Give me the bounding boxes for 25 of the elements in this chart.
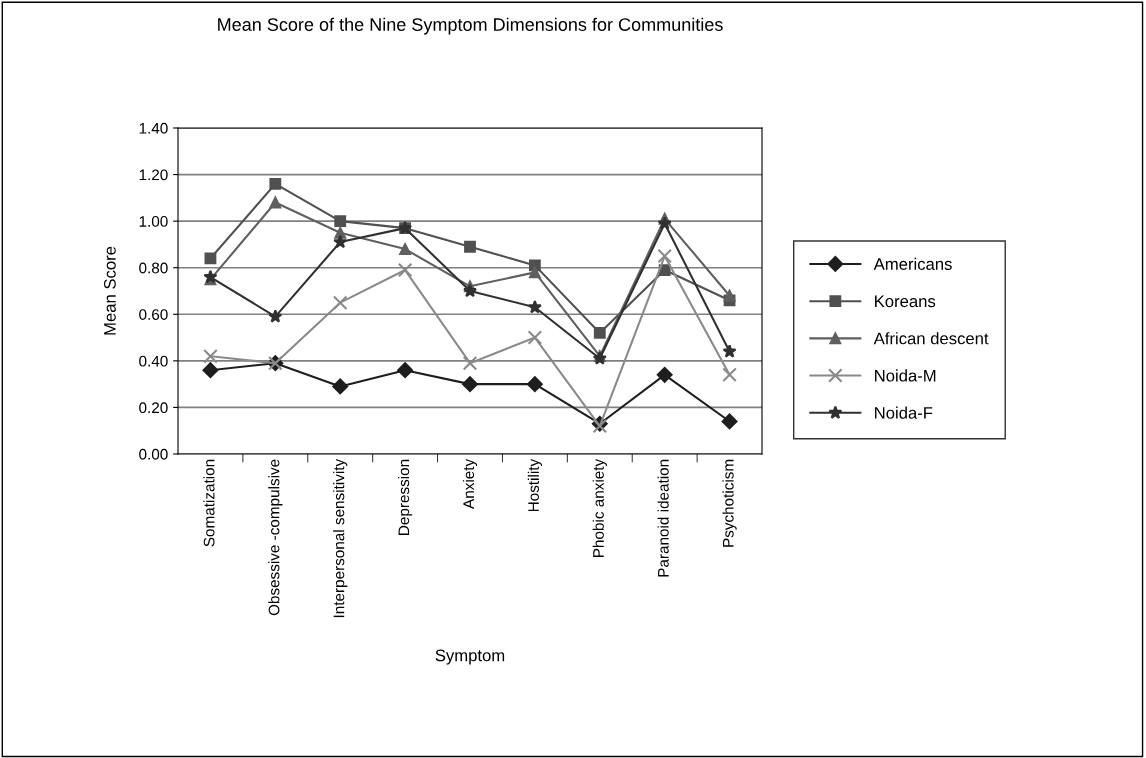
legend-label: African descent [873, 332, 989, 345]
x-tick-label: Interpersonal sensitivity [333, 458, 348, 618]
x-tick-label: Phobic anxiety [592, 458, 607, 557]
chart-title: Mean Score of the Nine Symptom Dimensions for Communities [218, 17, 723, 35]
x-tick-label: Obsessive -compulsive [268, 459, 283, 616]
y-tick-label: 0.40 [139, 355, 168, 367]
y-tick-label: 1.40 [139, 122, 168, 134]
y-tick-label: 0.00 [139, 448, 168, 460]
y-axis-title: Mean Score [104, 246, 116, 335]
legend-label: Noida-F [875, 406, 933, 419]
y-tick-label: 0.60 [139, 309, 168, 320]
x-tick-label: Psychoticism [722, 459, 737, 547]
x-axis-title: Symptom [435, 649, 505, 665]
x-tick-label: Hostility [527, 458, 543, 512]
y-tick-label: 1.20 [139, 169, 168, 181]
y-tick-label: 0.80 [139, 262, 168, 274]
x-tick-label: Paranoid ideation [657, 459, 669, 577]
y-tick-label: 1.00 [139, 216, 168, 227]
legend-label: Koreans [875, 295, 936, 308]
legend-label: Americans [873, 257, 952, 270]
legend-label: Noida-M [875, 369, 936, 382]
x-tick-label: Anxiety [462, 458, 478, 509]
x-tick-label: Depression [397, 459, 413, 535]
x-tick-label: Somatization [203, 459, 215, 547]
y-tick-label: 0.20 [139, 402, 168, 414]
